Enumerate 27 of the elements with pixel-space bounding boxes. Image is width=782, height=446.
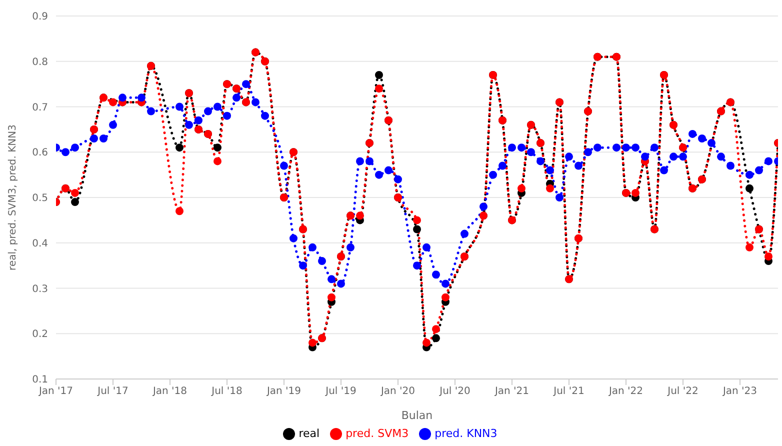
x-tick-label: Jan '19: [266, 386, 302, 398]
x-tick-label: Jan '17: [38, 386, 74, 398]
y-tick-label: 0.1: [32, 374, 48, 386]
y-tick-label: 0.3: [32, 284, 48, 295]
y-tick-label: 0.9: [32, 12, 48, 23]
y-tick-label: 0.5: [32, 193, 48, 204]
y-axis-title: real, pred. SVM3, pred. KNN3: [8, 124, 19, 270]
legend-label: pred. SVM3: [346, 427, 409, 440]
x-tick-label: Jan '23: [722, 386, 758, 398]
x-tick-label: Jul '19: [324, 386, 356, 398]
x-axis-title: Bulan: [401, 409, 433, 422]
x-tick-label: Jan '21: [494, 386, 530, 398]
legend-label: real: [298, 427, 320, 440]
x-tick-label: Jan '20: [380, 386, 416, 398]
legend-label: pred. KNN3: [434, 427, 498, 440]
x-tick-label: Jan '22: [608, 386, 644, 398]
x-tick-label: Jan '18: [152, 386, 188, 398]
x-tick-label: Jul '18: [210, 386, 242, 398]
x-tick-label: Jul '20: [438, 386, 470, 398]
y-tick-label: 0.7: [32, 102, 48, 114]
y-tick-label: 0.6: [32, 148, 48, 159]
y-tick-label: 0.8: [32, 56, 48, 68]
x-tick-label: Jul '22: [666, 386, 698, 398]
x-tick-label: Jul '21: [552, 386, 584, 398]
y-tick-label: 0.2: [32, 329, 48, 340]
x-tick-label: Jul '17: [96, 386, 128, 398]
y-tick-label: 0.4: [32, 238, 48, 250]
